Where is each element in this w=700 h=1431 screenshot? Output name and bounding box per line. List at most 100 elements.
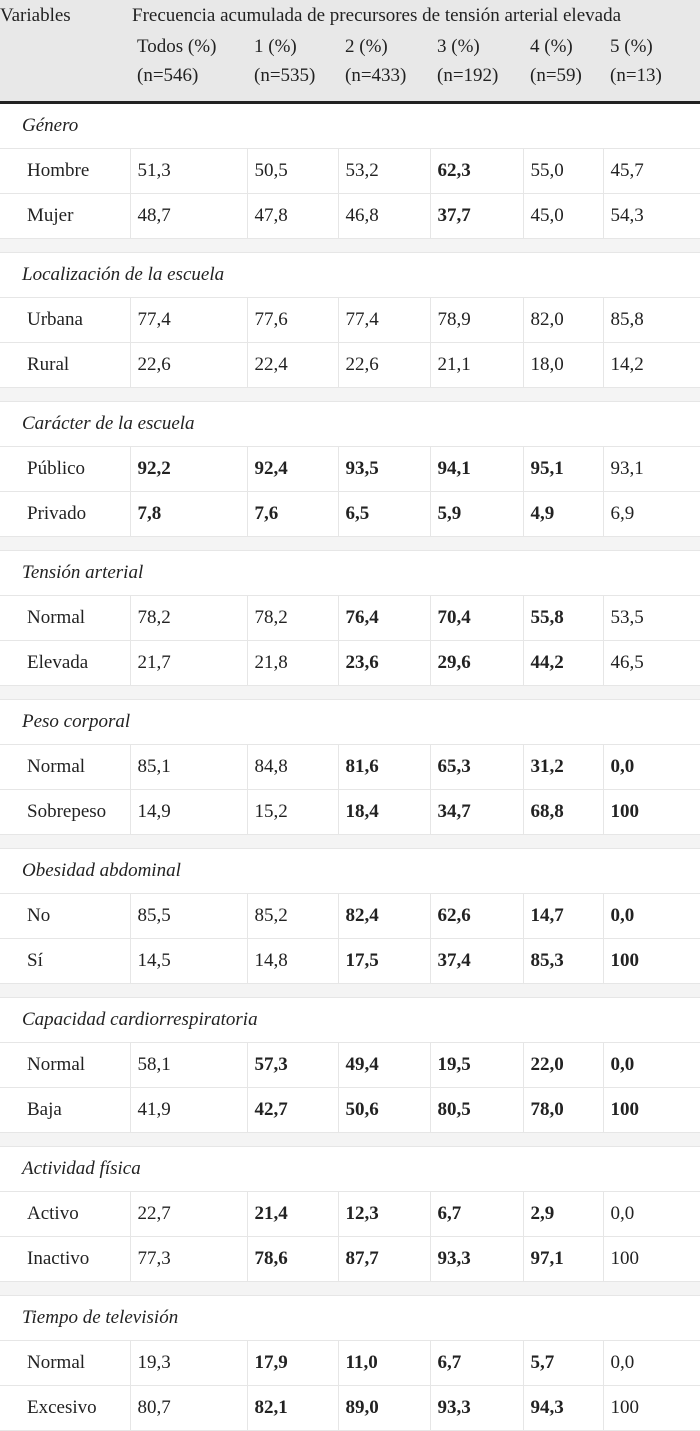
table-row: Sobrepeso 14,9 15,2 18,4 34,7 68,8 100 [0,789,700,835]
section-header-row: Tensión arterial [0,550,700,596]
section-title: Peso corporal [0,699,700,745]
table-cell: 14,2 [603,342,700,388]
table-cell: 17,9 [247,1340,339,1386]
table-row: Normal 78,2 78,2 76,4 70,4 55,8 53,5 [0,595,700,641]
table-cell: 0,0 [603,893,700,939]
table-cell: 49,4 [338,1042,431,1088]
header-spacer [0,32,130,61]
column-header-label: Todos (%) [130,32,247,61]
row-label: Normal [0,1340,131,1386]
column-header-label: 1 (%) [247,32,338,61]
column-header-label: 5 (%) [603,32,700,61]
section-header-row: Tiempo de televisión [0,1295,700,1341]
table-cell: 17,5 [338,938,431,984]
table-cell: 45,0 [523,193,604,239]
column-header-n: (n=535) [247,61,338,104]
section-spacer [0,1132,700,1147]
row-label: Sí [0,938,131,984]
table-cell: 62,6 [430,893,524,939]
variables-header: Variables [0,0,130,32]
table-cell: 78,6 [247,1236,339,1282]
section-spacer [0,1281,700,1296]
table-cell: 65,3 [430,744,524,790]
table-cell: 5,9 [430,491,524,537]
table-cell: 77,4 [130,297,248,343]
table-cell: 14,8 [247,938,339,984]
table-cell: 18,0 [523,342,604,388]
table-body: Género Hombre 51,3 50,5 53,2 62,3 55,0 45,7 Muje… [0,102,700,1431]
table-cell: 50,5 [247,148,339,194]
table-row: Normal 58,1 57,3 49,4 19,5 22,0 0,0 [0,1042,700,1088]
table-cell: 82,4 [338,893,431,939]
section-header-row: Actividad física [0,1146,700,1192]
table-cell: 84,8 [247,744,339,790]
table-cell: 22,6 [130,342,248,388]
table-cell: 46,8 [338,193,431,239]
section-title: Tensión arterial [0,550,700,596]
row-label: Privado [0,491,131,537]
column-header-n: (n=546) [130,61,247,104]
row-label: Excesivo [0,1385,131,1431]
table-cell: 21,4 [247,1191,339,1237]
table-cell: 7,6 [247,491,339,537]
table-cell: 37,7 [430,193,524,239]
row-label: Activo [0,1191,131,1237]
row-label: Baja [0,1087,131,1133]
section-title: Tiempo de televisión [0,1295,700,1341]
row-label: Mujer [0,193,131,239]
row-label: Normal [0,744,131,790]
table-cell: 85,8 [603,297,700,343]
table-cell: 0,0 [603,1042,700,1088]
table-cell: 21,7 [130,640,248,686]
section-spacer [0,983,700,998]
section-spacer [0,387,700,402]
section-title: Capacidad cardiorrespiratoria [0,997,700,1043]
table-cell: 58,1 [130,1042,248,1088]
section-header-row: Localización de la escuela [0,252,700,298]
table-row: Excesivo 80,7 82,1 89,0 93,3 94,3 100 [0,1385,700,1431]
table-cell: 87,7 [338,1236,431,1282]
section-title: Obesidad abdominal [0,848,700,894]
table-header: Variables Frecuencia acumulada de precur… [0,0,700,104]
table-cell: 93,3 [430,1385,524,1431]
section-header-row: Carácter de la escuela [0,401,700,447]
table-cell: 92,4 [247,446,339,492]
table-cell: 92,2 [130,446,248,492]
table-cell: 11,0 [338,1340,431,1386]
table-cell: 55,8 [523,595,604,641]
section-header-row: Obesidad abdominal [0,848,700,894]
table-row: Activo 22,7 21,4 12,3 6,7 2,9 0,0 [0,1191,700,1237]
section-spacer [0,238,700,253]
table-row: No 85,5 85,2 82,4 62,6 14,7 0,0 [0,893,700,939]
table-cell: 12,3 [338,1191,431,1237]
header-spacer [0,61,130,104]
table-cell: 80,7 [130,1385,248,1431]
table-cell: 53,2 [338,148,431,194]
column-header-n: (n=13) [603,61,700,104]
column-header-n: (n=192) [430,61,523,104]
table-cell: 100 [603,1385,700,1431]
table-cell: 95,1 [523,446,604,492]
table-cell: 14,9 [130,789,248,835]
table-cell: 68,8 [523,789,604,835]
table-cell: 19,3 [130,1340,248,1386]
table-cell: 85,2 [247,893,339,939]
table-cell: 23,6 [338,640,431,686]
table-cell: 21,1 [430,342,524,388]
table-cell: 85,5 [130,893,248,939]
table-cell: 53,5 [603,595,700,641]
section-title: Actividad física [0,1146,700,1192]
table-cell: 14,5 [130,938,248,984]
table-cell: 100 [603,938,700,984]
table-cell: 21,8 [247,640,339,686]
table-cell: 42,7 [247,1087,339,1133]
table-cell: 82,0 [523,297,604,343]
table-row: Inactivo 77,3 78,6 87,7 93,3 97,1 100 [0,1236,700,1282]
table-row: Baja 41,9 42,7 50,6 80,5 78,0 100 [0,1087,700,1133]
table-cell: 0,0 [603,1191,700,1237]
row-label: Hombre [0,148,131,194]
section-header-row: Género [0,102,700,149]
row-label: Normal [0,595,131,641]
row-label: Rural [0,342,131,388]
table-cell: 22,4 [247,342,339,388]
